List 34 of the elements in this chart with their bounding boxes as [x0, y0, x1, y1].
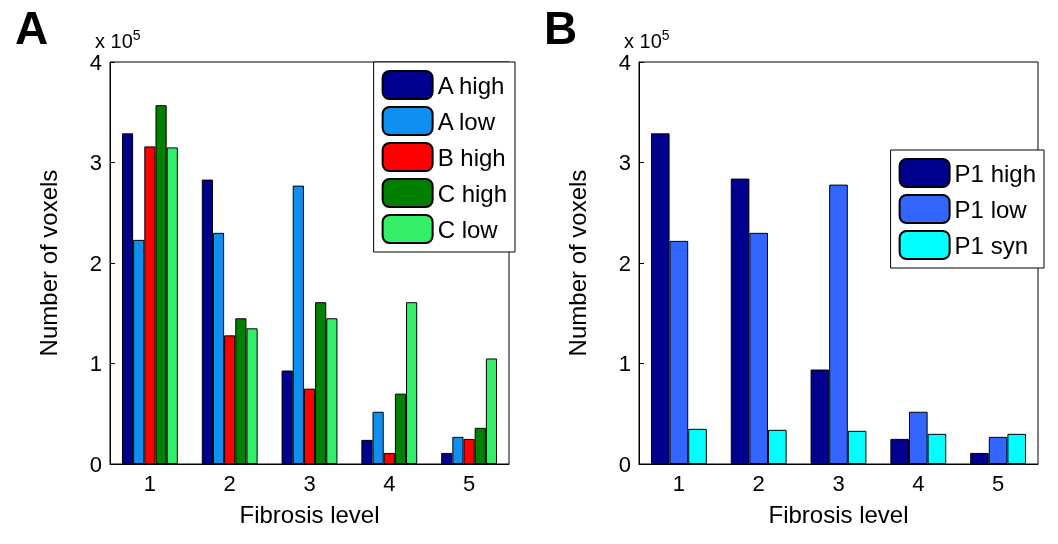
- y-tick-label: 2: [618, 250, 631, 276]
- y-tick-label: 3: [89, 150, 102, 175]
- y-tick-label: 1: [618, 351, 631, 376]
- legend-label: P1 low: [954, 195, 1028, 223]
- x-tick-label: 4: [383, 470, 396, 496]
- x-tick-label: 3: [303, 470, 316, 496]
- legend-label: C low: [437, 215, 499, 243]
- legend-label: A low: [437, 107, 496, 135]
- legend-label: A high: [437, 71, 505, 99]
- x-tick-label: 2: [223, 470, 236, 496]
- x-tick-label: 3: [832, 470, 845, 496]
- x-axis-title: Fibrosis level: [239, 500, 380, 528]
- x-tick-label: 4: [912, 470, 925, 496]
- chart-title: A: [15, 2, 49, 54]
- y-tick-label: 1: [89, 351, 102, 376]
- x-axis-title: Fibrosis level: [768, 500, 909, 528]
- y-tick-label: 3: [618, 150, 631, 175]
- y-tick-label: 2: [89, 250, 102, 276]
- legend-label: P1 high: [954, 159, 1037, 187]
- x-tick-label: 1: [143, 470, 157, 496]
- legend-label: B high: [437, 143, 506, 171]
- y-tick-label: 4: [89, 49, 102, 75]
- y-tick-label: 0: [89, 451, 102, 477]
- legend-label: C high: [437, 179, 507, 207]
- y-tick-label: 4: [618, 49, 631, 75]
- y-axis-title: Number of voxels: [563, 169, 591, 357]
- y-axis-title: Number of voxels: [34, 169, 62, 357]
- y-tick-label: 0: [618, 451, 631, 477]
- x-tick-label: 2: [752, 470, 765, 496]
- chart-title: B: [544, 2, 578, 54]
- x-tick-label: 5: [991, 470, 1005, 496]
- x-tick-label: 1: [672, 470, 686, 496]
- legend-label: P1 syn: [954, 231, 1028, 259]
- x-tick-label: 5: [462, 470, 476, 496]
